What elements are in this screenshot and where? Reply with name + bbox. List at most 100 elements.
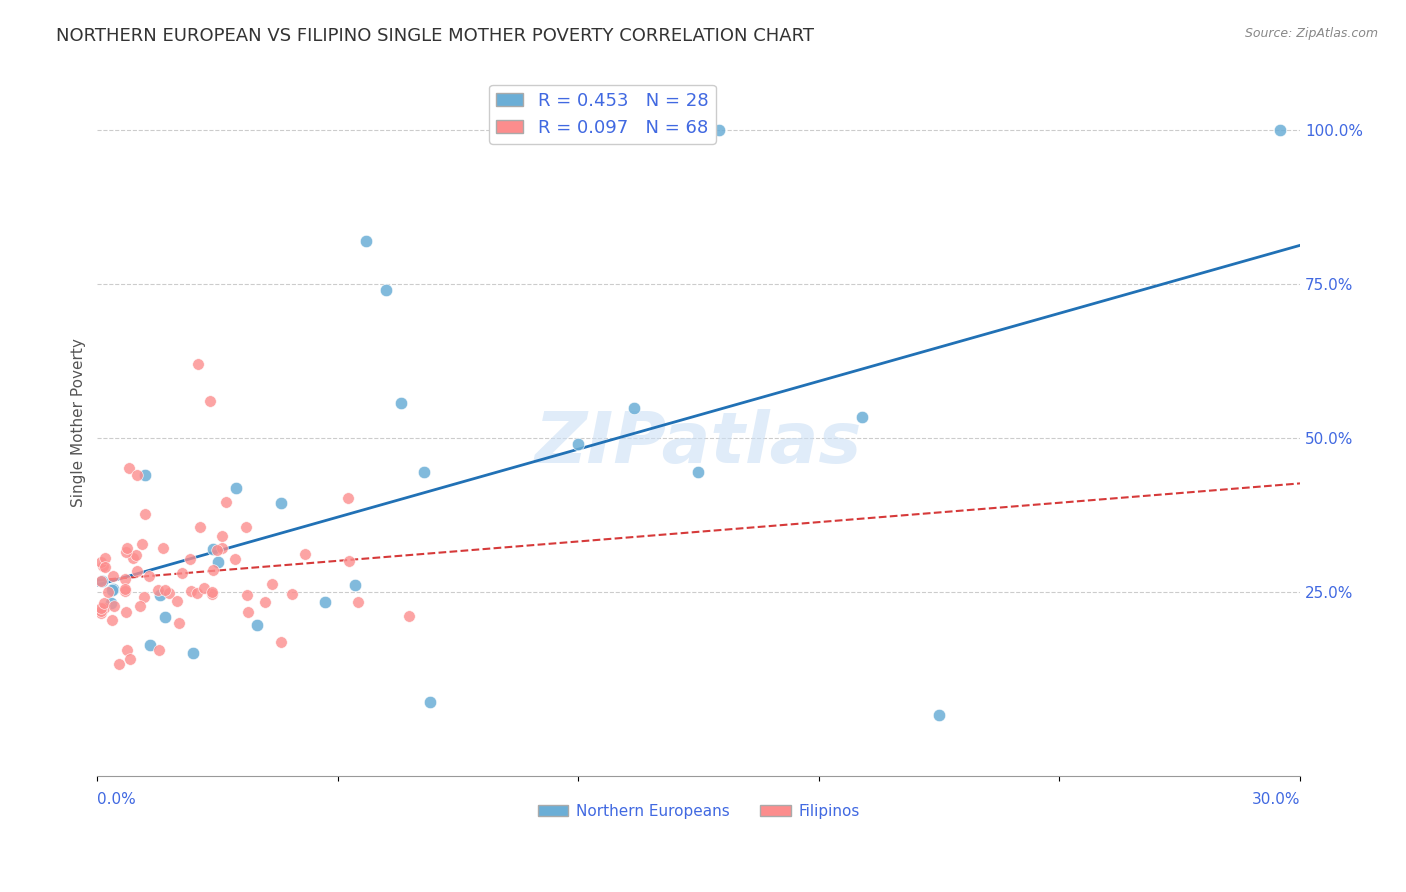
Point (90, 604, 112, 618)
Point (93, 600, 115, 615)
Point (149, 588, 172, 602)
Point (103, 582, 125, 596)
Point (246, 618, 269, 632)
Point (107, 657, 129, 672)
Point (187, 357, 209, 371)
Point (688, 465, 710, 479)
Point (254, 595, 277, 609)
Point (103, 599, 125, 614)
Point (336, 491, 359, 505)
Text: ZIPatlas: ZIPatlas (536, 409, 862, 478)
Point (1268, 123, 1291, 137)
Point (207, 555, 229, 569)
Point (157, 586, 180, 600)
Point (170, 566, 193, 580)
Point (193, 582, 215, 596)
Point (225, 481, 247, 495)
Point (93, 558, 115, 573)
Point (200, 585, 222, 599)
Point (347, 595, 370, 609)
Text: 30.0%: 30.0% (1251, 792, 1301, 807)
Point (236, 605, 259, 619)
Point (115, 642, 138, 657)
Point (155, 609, 177, 624)
Point (90, 556, 112, 570)
Point (270, 496, 292, 510)
Point (138, 569, 160, 583)
Point (412, 465, 434, 479)
Point (114, 544, 136, 558)
Point (114, 605, 136, 619)
Point (354, 234, 377, 248)
Point (129, 599, 152, 614)
Point (214, 495, 236, 509)
Point (167, 616, 190, 631)
Point (567, 436, 589, 450)
Point (131, 537, 153, 551)
Point (205, 542, 228, 557)
Point (118, 461, 141, 475)
Point (294, 547, 316, 561)
Point (122, 550, 145, 565)
Point (236, 588, 259, 602)
Point (183, 646, 205, 660)
Point (132, 591, 155, 605)
Point (707, 123, 730, 137)
Point (211, 529, 233, 543)
Point (97, 584, 120, 599)
Text: Source: ZipAtlas.com: Source: ZipAtlas.com (1244, 27, 1378, 40)
Point (202, 563, 225, 577)
Point (198, 393, 221, 408)
Point (101, 583, 124, 598)
Point (153, 583, 176, 598)
Point (180, 584, 202, 599)
Point (90, 607, 112, 621)
Point (270, 635, 292, 649)
Point (314, 595, 336, 609)
Point (90, 574, 112, 589)
Point (118, 652, 141, 666)
Point (188, 520, 211, 534)
Y-axis label: Single Mother Poverty: Single Mother Poverty (72, 338, 86, 507)
Point (623, 401, 645, 416)
Point (928, 707, 950, 722)
Point (93, 596, 115, 610)
Legend: Northern Europeans, Filipinos: Northern Europeans, Filipinos (531, 798, 866, 825)
Point (179, 551, 201, 566)
Point (101, 613, 124, 627)
Point (200, 587, 222, 601)
Point (211, 541, 233, 555)
Point (114, 572, 136, 586)
Point (186, 586, 208, 600)
Point (127, 467, 149, 482)
Point (125, 548, 148, 562)
Point (201, 541, 224, 556)
Point (375, 283, 398, 297)
Point (337, 553, 360, 567)
Point (91, 574, 114, 588)
Point (125, 564, 148, 578)
Point (134, 507, 156, 521)
Point (398, 608, 420, 623)
Point (94, 560, 117, 574)
Point (101, 569, 124, 583)
Point (146, 583, 169, 598)
Point (115, 541, 138, 555)
Text: 0.0%: 0.0% (97, 792, 136, 807)
Point (851, 409, 873, 424)
Point (114, 582, 136, 597)
Point (260, 577, 283, 591)
Point (224, 552, 246, 566)
Point (419, 695, 441, 709)
Point (281, 587, 304, 601)
Point (148, 642, 170, 657)
Point (134, 468, 156, 483)
Point (94, 551, 117, 566)
Point (166, 594, 188, 608)
Text: NORTHERN EUROPEAN VS FILIPINO SINGLE MOTHER POVERTY CORRELATION CHART: NORTHERN EUROPEAN VS FILIPINO SINGLE MOT… (56, 27, 814, 45)
Point (90, 600, 112, 615)
Point (152, 541, 174, 555)
Point (235, 520, 257, 534)
Point (343, 578, 366, 592)
Point (114, 584, 136, 599)
